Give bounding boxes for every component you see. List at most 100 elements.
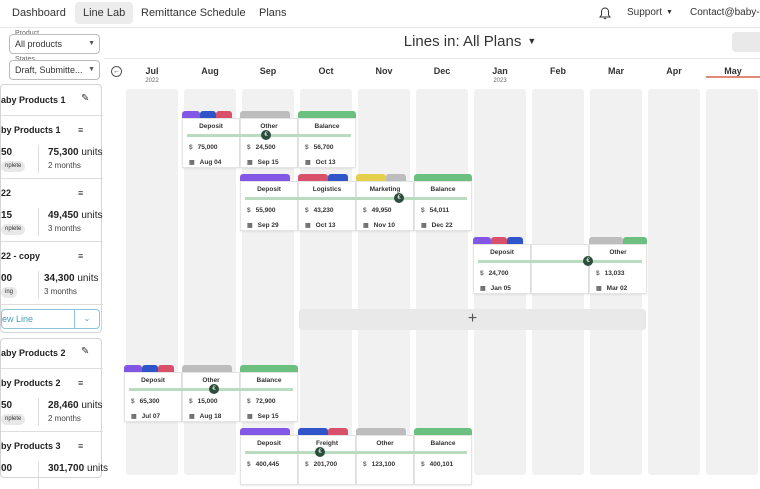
notes-icon[interactable]: ≡ xyxy=(78,188,84,198)
units-word: units xyxy=(81,210,103,221)
payment-card[interactable]: Other $123,100 xyxy=(356,435,414,485)
payment-card[interactable]: Other $24,500 ▦ Sep 15 xyxy=(240,118,298,168)
add-payment-button[interactable]: + xyxy=(299,309,646,330)
dollar-icon: $ xyxy=(363,461,367,468)
account-email[interactable]: Contact@baby-p xyxy=(690,7,760,18)
payment-label: Balance xyxy=(314,123,340,130)
notes-icon[interactable]: ≡ xyxy=(78,441,84,451)
payment-card[interactable]: Balance $400,101 xyxy=(414,435,472,485)
notes-icon[interactable]: ≡ xyxy=(78,125,84,135)
notes-icon[interactable]: ≡ xyxy=(78,251,84,261)
payment-date-value: Mar 02 xyxy=(606,285,628,292)
category-bar xyxy=(124,365,142,373)
month-column xyxy=(706,89,758,475)
toolbar-button[interactable] xyxy=(732,32,760,52)
tab-dashboard[interactable]: Dashboard xyxy=(12,7,66,19)
category-bar xyxy=(182,111,200,119)
payment-card[interactable]: Deposit $55,900 ▦ Sep 29 xyxy=(240,181,298,231)
tab-plans[interactable]: Plans xyxy=(259,7,287,19)
payment-amount-value: 43,230 xyxy=(313,207,334,214)
calendar-icon: ▦ xyxy=(480,286,486,292)
payment-date: ▦ Mar 02 xyxy=(596,285,627,292)
payment-date-value: Sep 29 xyxy=(257,222,279,229)
payment-card[interactable]: Freight $201,700 xyxy=(298,435,356,485)
category-bar xyxy=(200,111,216,119)
divider xyxy=(1,368,103,369)
payment-date: ▦ Dec 22 xyxy=(421,222,453,229)
dollar-icon: $ xyxy=(421,207,425,214)
payment-card[interactable]: Other $13,033 ▦ Mar 02 xyxy=(589,244,647,294)
payment-card[interactable]: Other $15,000 ▦ Aug 18 xyxy=(182,372,240,422)
payment-date-value: Oct 13 xyxy=(315,222,336,229)
edit-icon[interactable]: ✎ xyxy=(81,93,90,104)
line-duration: 3 months xyxy=(48,224,81,233)
dollar-icon: $ xyxy=(247,207,251,214)
payment-label: Deposit xyxy=(257,186,281,193)
lines-title-dropdown[interactable]: Lines in: All Plans ▼ xyxy=(0,33,760,50)
dollar-icon: $ xyxy=(480,270,484,277)
chevron-down-icon[interactable]: ⌄ xyxy=(74,310,99,328)
payment-card-empty xyxy=(531,244,589,294)
month-column xyxy=(648,89,700,475)
calendar-icon: ▦ xyxy=(305,223,311,229)
header-divider xyxy=(104,58,760,59)
category-bar xyxy=(298,174,328,182)
line-duration: 2 months xyxy=(48,161,81,170)
payment-card[interactable]: Deposit $75,000 ▦ Aug 04 xyxy=(182,118,240,168)
bell-icon[interactable] xyxy=(599,7,611,20)
arrow-left-icon[interactable]: ← xyxy=(111,66,122,77)
calendar-icon: ▦ xyxy=(189,160,195,166)
line-value: 00 xyxy=(1,463,13,474)
line-value: 00 xyxy=(1,273,13,284)
money-icon[interactable]: € xyxy=(583,256,593,266)
support-menu[interactable]: Support ▼ xyxy=(627,7,673,18)
payment-date: ▦ Jul 07 xyxy=(131,413,160,420)
payment-card[interactable]: Deposit $24,700 ▦ Jan 05 xyxy=(473,244,531,294)
new-line-button[interactable]: ew Line ⌄ xyxy=(1,309,100,329)
payment-amount: $400,445 xyxy=(247,461,279,468)
payment-card[interactable]: Balance $54,011 ▦ Dec 22 xyxy=(414,181,472,231)
month-year: 2023 xyxy=(493,78,507,84)
month-column xyxy=(358,89,410,475)
line-duration: 2 months xyxy=(48,414,81,423)
calendar-icon: ▦ xyxy=(247,223,253,229)
category-bar xyxy=(216,111,232,119)
money-icon[interactable]: € xyxy=(261,130,271,140)
line-title: by Products 3 xyxy=(1,441,61,451)
line-title: 22 - copy xyxy=(1,251,41,261)
tab-line-lab[interactable]: Line Lab xyxy=(75,2,134,24)
payment-label: Other xyxy=(202,377,220,384)
notes-icon[interactable]: ≡ xyxy=(78,378,84,388)
month-header: Aug xyxy=(183,66,237,76)
tab-remittance-schedule[interactable]: Remittance Schedule xyxy=(141,7,246,19)
money-icon[interactable]: € xyxy=(315,447,325,457)
month-header: Nov xyxy=(357,66,411,76)
line-timeline xyxy=(245,451,467,454)
states-filter-select[interactable]: Draft, Submitte... ▼ xyxy=(9,60,100,80)
payment-card[interactable]: Deposit $400,445 xyxy=(240,435,298,485)
payment-card[interactable]: Logistics $43,230 ▦ Oct 13 xyxy=(298,181,356,231)
money-icon[interactable]: € xyxy=(394,193,404,203)
units-value: 28,460 xyxy=(48,400,79,411)
category-bar xyxy=(356,428,406,436)
category-bar xyxy=(356,174,386,182)
category-bar xyxy=(142,365,158,373)
dollar-icon: $ xyxy=(131,398,135,405)
payment-date-value: Dec 22 xyxy=(431,222,453,229)
payment-card[interactable]: Balance $56,700 ▦ Oct 13 xyxy=(298,118,356,168)
edit-icon[interactable]: ✎ xyxy=(81,346,90,357)
units-value: 75,300 xyxy=(48,147,79,158)
month-name: Mar xyxy=(607,66,624,76)
top-nav: Dashboard Line Lab Remittance Schedule P… xyxy=(0,0,760,28)
month-name: Dec xyxy=(433,66,451,76)
category-bar xyxy=(414,174,472,182)
payment-card[interactable]: Balance $72,900 ▦ Sep 15 xyxy=(240,372,298,422)
month-header: Jan 2023 xyxy=(473,66,527,84)
payment-card[interactable]: Marketing $49,950 ▦ Nov 10 xyxy=(356,181,414,231)
payment-amount: $24,700 xyxy=(480,270,509,277)
money-icon[interactable]: € xyxy=(209,384,219,394)
line-units: 75,300 units xyxy=(48,147,103,158)
payment-card[interactable]: Deposit $65,300 ▦ Jul 07 xyxy=(124,372,182,422)
product-filter-select[interactable]: All products ▼ xyxy=(9,34,100,54)
month-header: Apr xyxy=(647,66,701,76)
